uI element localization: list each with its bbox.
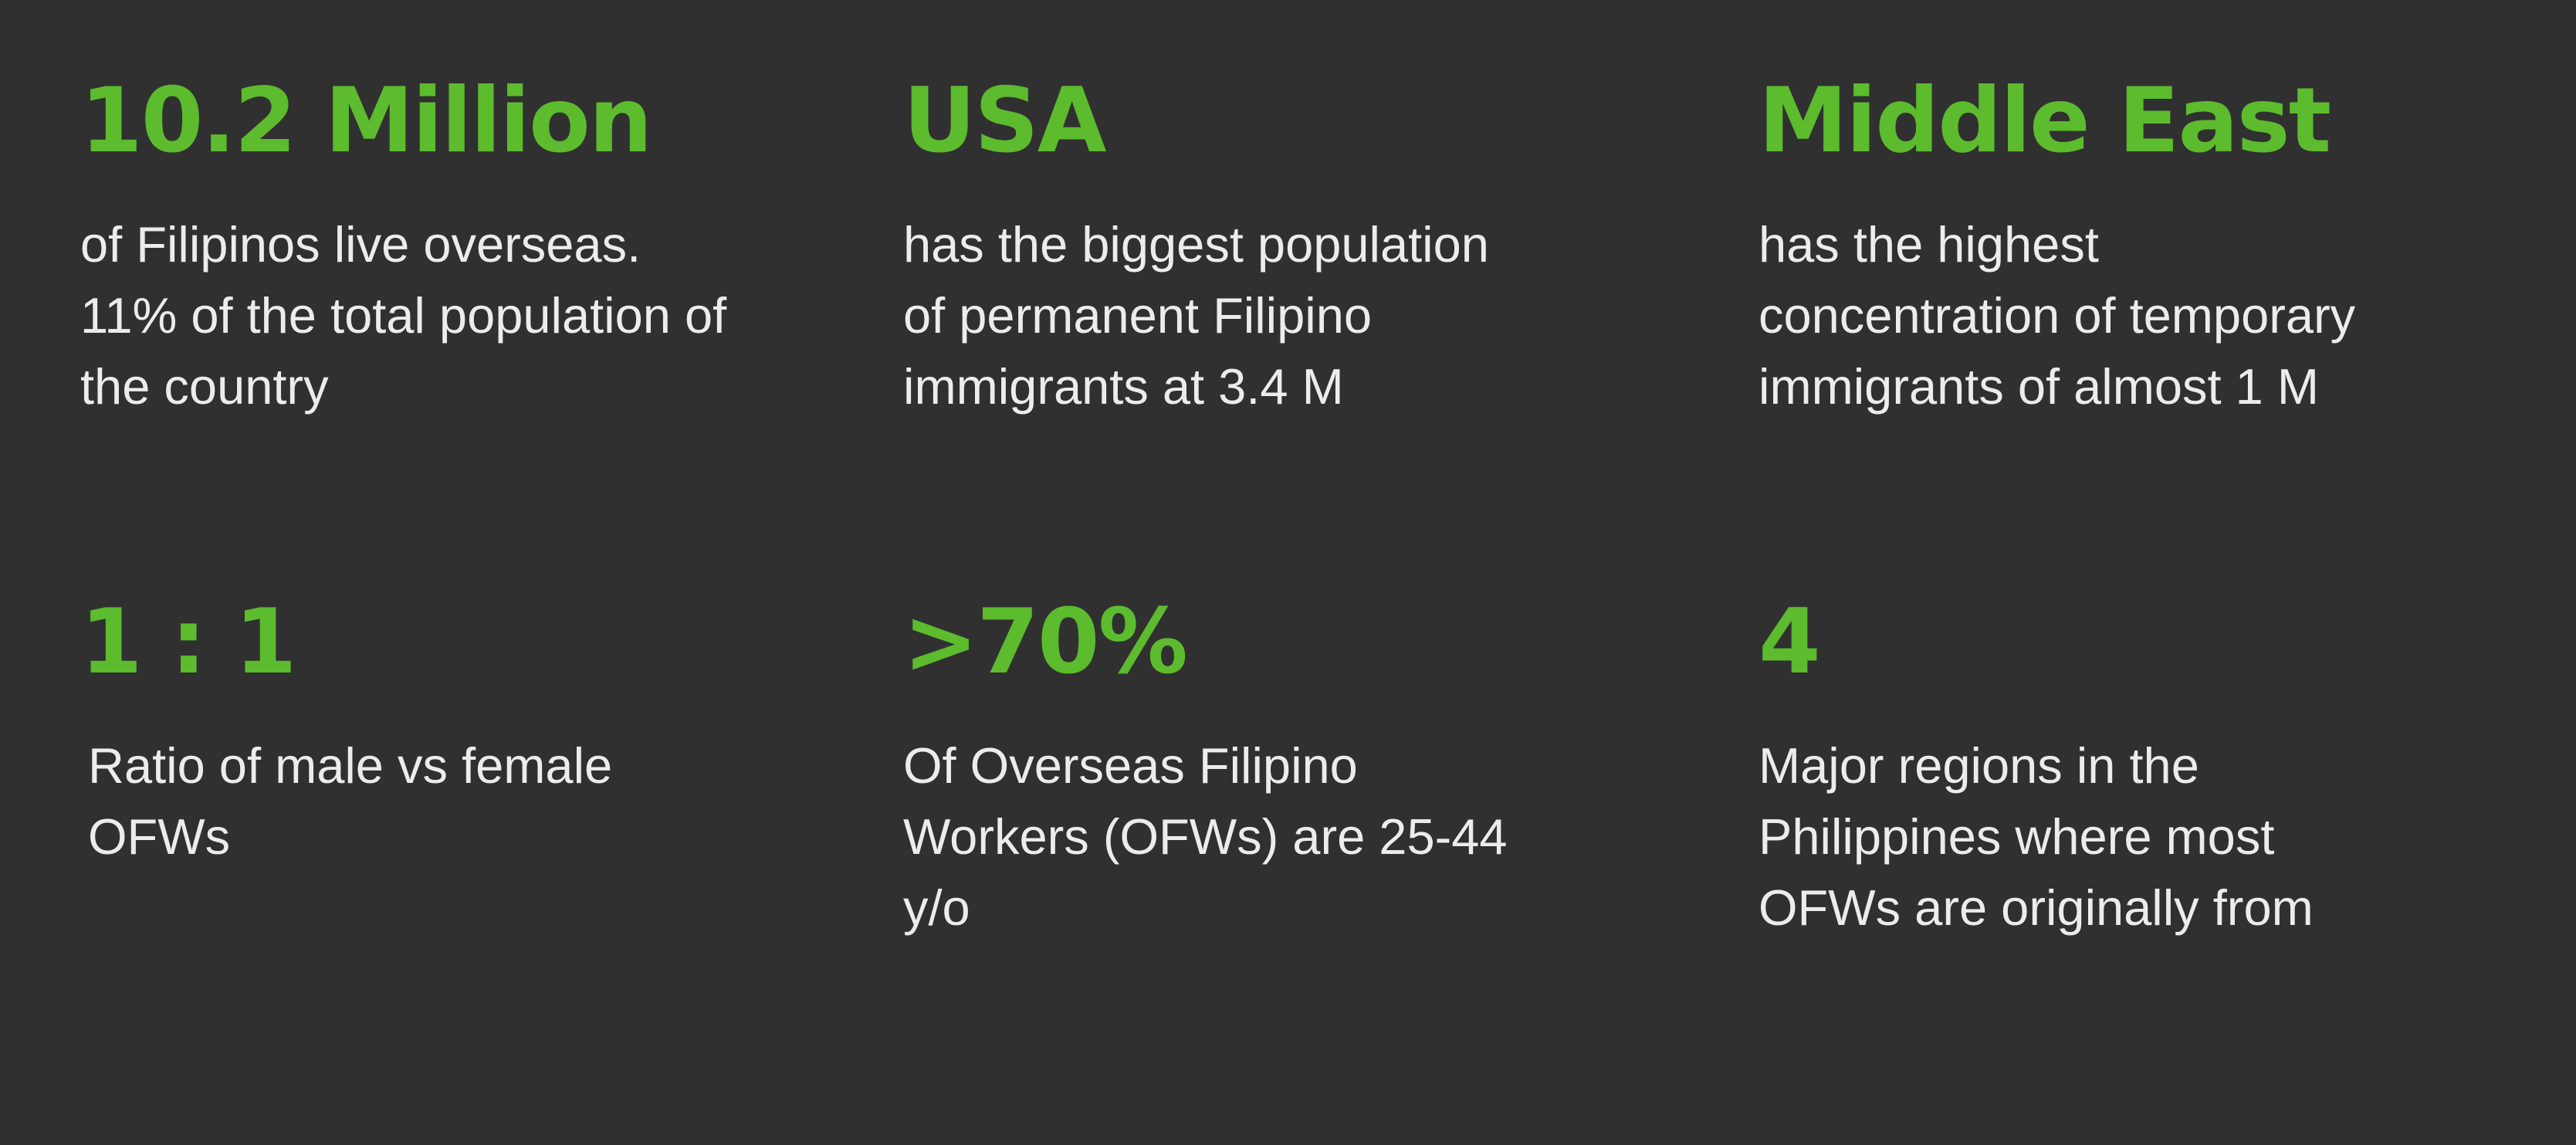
stat-block-usa: USA has the biggest population of perman… — [903, 76, 1489, 422]
stat-description-line: the country — [80, 358, 329, 415]
stat-description-line: has the highest — [1759, 216, 2099, 273]
stat-description: has the highest concentration of tempora… — [1759, 209, 2355, 422]
stat-description-line: of Filipinos live overseas. — [80, 216, 641, 273]
stat-description-line: has the biggest population — [903, 216, 1489, 273]
stat-description-line: Philippines where most — [1759, 808, 2275, 865]
stat-value: USA — [903, 69, 1107, 173]
stat-value: 1 : 1 — [80, 590, 297, 694]
stat-description-line: y/o — [903, 879, 970, 936]
stat-block-gender-ratio: 1 : 1 Ratio of male vs female OFWs — [80, 598, 612, 872]
stat-block-age-share: >70% Of Overseas Filipino Workers (OFWs)… — [903, 598, 1508, 943]
stat-description-line: Ratio of male vs female — [88, 737, 613, 794]
stat-description-line: concentration of temporary — [1759, 287, 2356, 344]
stat-description-line: 11% of the total population of — [80, 287, 727, 344]
stat-description-line: of permanent Filipino — [903, 287, 1372, 344]
stat-description-line: Workers (OFWs) are 25-44 — [903, 808, 1508, 865]
stat-value: >70% — [903, 590, 1188, 694]
stat-value: 10.2 Million — [80, 69, 652, 173]
stat-description: Ratio of male vs female OFWs — [88, 730, 612, 872]
stat-description-line: immigrants of almost 1 M — [1759, 358, 2320, 415]
stat-description: Of Overseas Filipino Workers (OFWs) are … — [903, 730, 1508, 943]
stat-value: 4 — [1759, 590, 1821, 694]
stat-description: of Filipinos live overseas. 11% of the t… — [80, 209, 726, 422]
stat-block-overseas-population: 10.2 Million of Filipinos live overseas.… — [80, 76, 726, 422]
stat-description-line: OFWs are originally from — [1759, 879, 2314, 936]
stat-block-major-regions: 4 Major regions in the Philippines where… — [1759, 598, 2314, 943]
stat-description-line: OFWs — [88, 808, 231, 865]
stat-description-line: Of Overseas Filipino — [903, 737, 1358, 794]
stat-description: Major regions in the Philippines where m… — [1759, 730, 2314, 943]
stat-description: has the biggest population of permanent … — [903, 209, 1489, 422]
stat-description-line: Major regions in the — [1759, 737, 2199, 794]
stat-value: Middle East — [1759, 69, 2331, 173]
stat-block-middle-east: Middle East has the highest concentratio… — [1759, 76, 2355, 422]
stat-description-line: immigrants at 3.4 M — [903, 358, 1344, 415]
